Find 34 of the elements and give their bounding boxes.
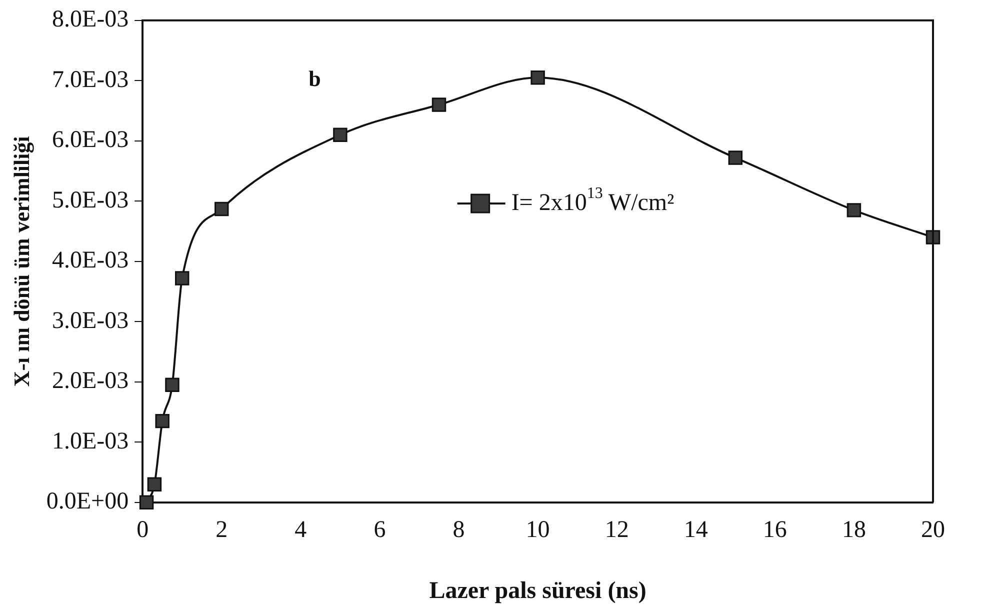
point	[147, 477, 162, 492]
x-tick-label: 16	[762, 517, 787, 544]
point	[530, 70, 545, 85]
y-tick-label: 8.0E-03	[52, 6, 129, 33]
point	[175, 271, 190, 286]
y-tick-label: 4.0E-03	[52, 248, 129, 274]
point	[333, 128, 348, 142]
x-axis-title: Lazer pals süresi (ns)	[429, 578, 646, 604]
point	[165, 378, 180, 392]
x-tick-label: 6	[374, 517, 386, 544]
point	[155, 414, 170, 428]
y-tick-label: 1.0E-03	[52, 428, 129, 454]
x-tick-label: 2	[216, 517, 228, 544]
y-tick-label: 2.0E-03	[52, 368, 129, 394]
x-tick-label: 20	[921, 517, 945, 544]
x-tick-label: 14	[684, 517, 708, 544]
point	[432, 98, 446, 112]
point	[139, 495, 154, 510]
y-tick-label: 3.0E-03	[52, 308, 129, 334]
x-tick-label: 12	[604, 517, 629, 544]
y-tick-label: 7.0E-03	[52, 66, 129, 93]
point	[214, 202, 229, 216]
y-tick-label: 0.0E+00	[46, 488, 129, 515]
point	[728, 150, 743, 165]
x-tick-label: 18	[842, 517, 866, 544]
y-axis-title: X-ı ını dönü üm verimliliği	[8, 136, 34, 387]
annotation: b	[308, 66, 321, 92]
x-tick-label: 4	[294, 517, 307, 544]
x-tick-label: 8	[452, 517, 465, 544]
x-tick-label: 0	[136, 517, 149, 544]
x-tick-label: 10	[526, 517, 550, 544]
point	[846, 203, 862, 218]
y-tick-label: 6.0E-03	[52, 127, 129, 154]
y-tick-label: 5.0E-03	[52, 187, 129, 214]
